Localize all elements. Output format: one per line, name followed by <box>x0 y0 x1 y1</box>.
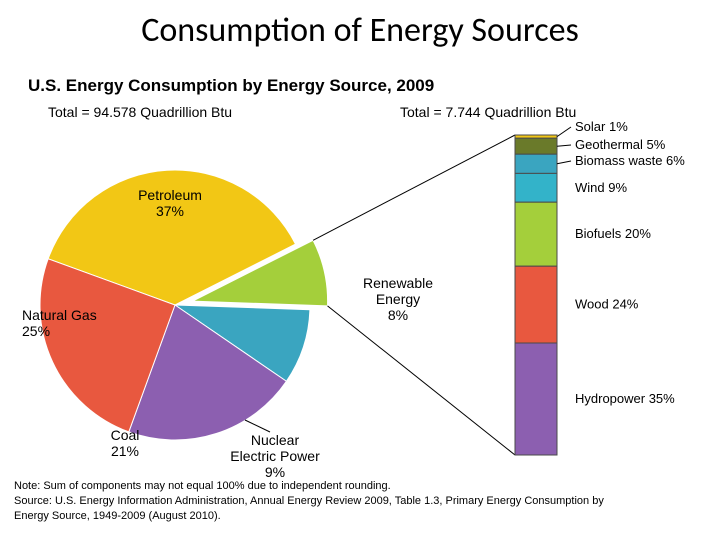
bar-label-geothermal: Geothermal 5% <box>575 137 666 152</box>
bar-label-wind: Wind 9% <box>575 180 627 195</box>
pie-label-natural-gas: Natural Gas <box>22 307 97 323</box>
total-left-label: Total = 94.578 Quadrillion Btu <box>48 104 232 120</box>
pie-label-petroleum: 37% <box>156 203 184 219</box>
pie-label-coal: 21% <box>111 443 139 459</box>
pie-label-coal: Coal <box>111 427 140 443</box>
bar-leader <box>557 127 571 137</box>
callout-line-top <box>313 135 515 240</box>
bar-label-solar: Solar 1% <box>575 120 628 134</box>
note-line-2: Source: U.S. Energy Information Administ… <box>14 494 704 509</box>
page-title: Consumption of Energy Sources <box>0 10 720 51</box>
pie-label-renewable: Renewable <box>363 275 433 291</box>
bar-label-biomass-waste: Biomass waste 6% <box>575 153 685 168</box>
pie-label-nuclear: 9% <box>265 464 285 480</box>
bar-label-hydropower: Hydropower 35% <box>575 391 675 406</box>
pie-label-petroleum: Petroleum <box>138 187 202 203</box>
pie-label-renewable: Energy <box>376 291 420 307</box>
chart-area: Petroleum37% Natural Gas25% Coal21% Nuclear… <box>0 120 720 490</box>
bar-label-wood: Wood 24% <box>575 297 639 312</box>
leader-nuclear <box>245 420 270 432</box>
chart-svg: Petroleum37% Natural Gas25% Coal21% Nuclear… <box>0 120 720 490</box>
bar-segment-biomass-waste <box>515 154 557 173</box>
bar-segment-hydropower <box>515 343 557 455</box>
note-line-3: Energy Source, 1949-2009 (August 2010). <box>14 509 704 524</box>
pie-label-natural-gas: 25% <box>22 323 50 339</box>
footnote: Note: Sum of components may not equal 10… <box>14 479 704 524</box>
bar-label-biofuels: Biofuels 20% <box>575 226 651 241</box>
callout-line-bottom <box>327 306 515 455</box>
note-line-1: Note: Sum of components may not equal 10… <box>14 479 704 494</box>
bar-leader <box>557 161 571 164</box>
bar-leader <box>557 145 571 146</box>
bar-segment-biofuels <box>515 202 557 266</box>
bar-segment-wood <box>515 266 557 343</box>
bar-segment-geothermal <box>515 138 557 154</box>
pie-label-renewable: 8% <box>388 307 408 323</box>
pie-label-nuclear: Electric Power <box>230 448 320 464</box>
bar-segment-wind <box>515 173 557 202</box>
chart-subtitle: U.S. Energy Consumption by Energy Source… <box>28 76 434 96</box>
total-right-label: Total = 7.744 Quadrillion Btu <box>400 104 576 120</box>
pie-label-nuclear: Nuclear <box>251 432 300 448</box>
